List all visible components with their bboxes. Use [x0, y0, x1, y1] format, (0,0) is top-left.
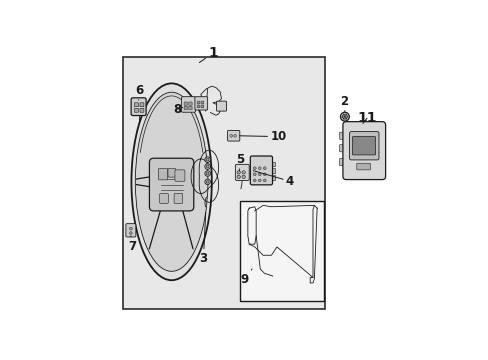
Circle shape [253, 173, 256, 176]
Circle shape [258, 173, 261, 176]
Text: 10: 10 [239, 130, 286, 143]
FancyBboxPatch shape [168, 168, 175, 177]
Circle shape [340, 112, 348, 121]
Circle shape [206, 180, 208, 183]
Circle shape [206, 172, 208, 175]
FancyBboxPatch shape [140, 108, 143, 112]
Circle shape [253, 167, 256, 170]
FancyBboxPatch shape [349, 132, 378, 160]
Circle shape [263, 167, 265, 170]
Circle shape [204, 171, 210, 176]
FancyBboxPatch shape [183, 107, 187, 110]
FancyBboxPatch shape [195, 97, 207, 110]
Circle shape [204, 179, 210, 185]
FancyBboxPatch shape [140, 103, 143, 107]
Text: 4: 4 [253, 171, 293, 188]
Bar [239, 201, 324, 301]
Bar [123, 57, 325, 309]
Circle shape [253, 179, 256, 182]
Circle shape [129, 232, 132, 234]
Bar [269, 168, 274, 173]
Circle shape [229, 134, 232, 137]
FancyBboxPatch shape [356, 163, 369, 170]
Circle shape [258, 167, 261, 170]
FancyBboxPatch shape [134, 103, 138, 107]
Circle shape [204, 164, 210, 169]
FancyBboxPatch shape [339, 158, 346, 166]
Circle shape [204, 157, 210, 162]
Text: 7: 7 [128, 236, 137, 253]
Circle shape [237, 175, 240, 179]
FancyBboxPatch shape [216, 101, 226, 111]
FancyBboxPatch shape [342, 122, 385, 180]
Circle shape [206, 158, 208, 161]
FancyBboxPatch shape [201, 105, 203, 108]
Circle shape [242, 175, 245, 179]
FancyBboxPatch shape [352, 136, 375, 155]
Ellipse shape [135, 92, 207, 271]
FancyBboxPatch shape [197, 105, 200, 108]
Text: 6: 6 [135, 84, 143, 100]
FancyBboxPatch shape [235, 164, 249, 180]
FancyBboxPatch shape [201, 101, 203, 104]
FancyBboxPatch shape [175, 170, 184, 181]
FancyBboxPatch shape [250, 156, 272, 185]
Text: 3: 3 [199, 212, 207, 265]
Circle shape [242, 171, 245, 174]
FancyBboxPatch shape [339, 132, 346, 139]
Circle shape [233, 134, 236, 137]
FancyBboxPatch shape [174, 193, 183, 203]
Text: 5: 5 [236, 153, 244, 171]
FancyBboxPatch shape [149, 158, 193, 211]
Text: 2: 2 [340, 95, 347, 112]
FancyBboxPatch shape [197, 101, 200, 104]
FancyBboxPatch shape [131, 98, 146, 116]
Bar [269, 162, 274, 166]
Bar [269, 175, 274, 180]
Ellipse shape [131, 84, 211, 280]
FancyBboxPatch shape [134, 108, 138, 112]
Circle shape [263, 173, 265, 176]
Text: 1: 1 [199, 46, 218, 63]
Circle shape [206, 165, 208, 168]
Text: 11: 11 [357, 111, 376, 125]
Text: 9: 9 [240, 269, 251, 286]
FancyBboxPatch shape [188, 107, 192, 110]
FancyBboxPatch shape [227, 131, 239, 141]
FancyBboxPatch shape [158, 168, 167, 180]
FancyBboxPatch shape [160, 193, 168, 203]
FancyBboxPatch shape [339, 145, 346, 152]
Circle shape [258, 179, 261, 182]
Circle shape [342, 114, 346, 119]
FancyBboxPatch shape [188, 102, 192, 105]
FancyBboxPatch shape [183, 102, 187, 105]
FancyBboxPatch shape [181, 97, 195, 112]
Circle shape [129, 227, 132, 230]
FancyBboxPatch shape [125, 224, 136, 237]
Circle shape [237, 171, 240, 174]
Text: 8: 8 [173, 103, 183, 116]
Circle shape [263, 179, 265, 182]
